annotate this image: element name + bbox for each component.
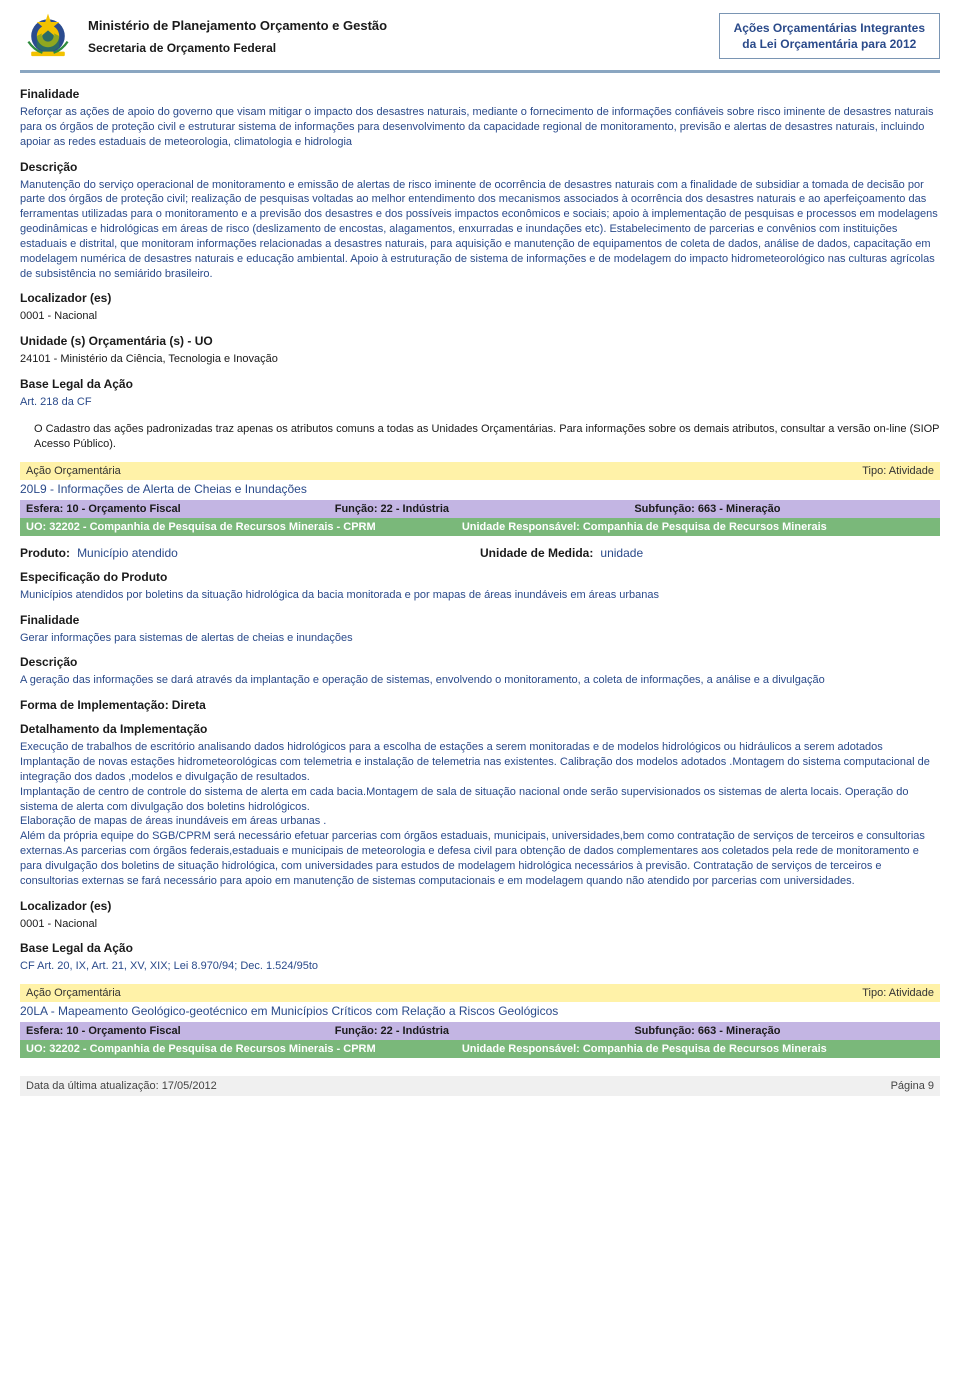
cadastro-note: O Cadastro das ações padronizadas traz a… [34,422,940,452]
forma-label: Forma de Implementação: [20,698,169,712]
detalhamento-text: Execução de trabalhos de escritório anal… [20,740,940,888]
esfera-3: Esfera: 10 - Orçamento Fiscal [26,1025,335,1037]
base-legal2-heading: Base Legal da Ação [20,941,940,955]
page-header: Ministério de Planejamento Orçamento e G… [20,0,940,73]
uo-right-3: Unidade Responsável: Companhia de Pesqui… [462,1043,934,1055]
espec-produto-text: Municípios atendidos por boletins da sit… [20,588,940,603]
produto-value: Município atendido [77,546,178,560]
uo-heading: Unidade (s) Orçamentária (s) - UO [20,334,940,348]
detalhamento-heading: Detalhamento da Implementação [20,722,940,736]
produto-row: Produto: Município atendido Unidade de M… [20,546,940,560]
finalidade2-heading: Finalidade [20,613,940,627]
action-title-3: 20LA - Mapeamento Geológico-geotécnico e… [20,1004,940,1018]
esfera-funcao-bar: Esfera: 10 - Orçamento Fiscal Função: 22… [20,500,940,518]
forma-row: Forma de Implementação: Direta [20,698,940,712]
header-box-line2: da Lei Orçamentária para 2012 [734,36,925,52]
brazil-coat-of-arms-icon [20,8,76,64]
action-bar-3-right: Tipo: Atividade [862,987,934,999]
secretariat-name: Secretaria de Orçamento Federal [88,41,719,55]
subfuncao: Subfunção: 663 - Mineração [634,503,934,515]
finalidade-heading: Finalidade [20,87,940,101]
action-bar-right: Tipo: Atividade [862,465,934,477]
descricao-heading: Descrição [20,160,940,174]
uo-value: 24101 - Ministério da Ciência, Tecnologi… [20,352,940,367]
page-footer: Data da última atualização: 17/05/2012 P… [20,1076,940,1096]
header-box-line1: Ações Orçamentárias Integrantes [734,20,925,36]
uo-right: Unidade Responsável: Companhia de Pesqui… [462,521,934,533]
localizador-heading: Localizador (es) [20,291,940,305]
uo-left-3: UO: 32202 - Companhia de Pesquisa de Rec… [26,1043,462,1055]
forma-value: Direta [172,698,206,712]
ministry-name: Ministério de Planejamento Orçamento e G… [88,18,719,33]
subfuncao-3: Subfunção: 663 - Mineração [634,1025,934,1037]
esfera-funcao-bar-3: Esfera: 10 - Orçamento Fiscal Função: 22… [20,1022,940,1040]
descricao-text: Manutenção do serviço operacional de mon… [20,178,940,282]
base-legal-heading: Base Legal da Ação [20,377,940,391]
espec-produto-heading: Especificação do Produto [20,570,940,584]
localizador-value: 0001 - Nacional [20,309,940,324]
localizador2-value: 0001 - Nacional [20,917,940,932]
uo-bar-3: UO: 32202 - Companhia de Pesquisa de Rec… [20,1040,940,1058]
header-titles: Ministério de Planejamento Orçamento e G… [88,18,719,55]
descricao2-text: A geração das informações se dará atravé… [20,673,940,688]
action-title: 20L9 - Informações de Alerta de Cheias e… [20,482,940,496]
uo-bar: UO: 32202 - Companhia de Pesquisa de Rec… [20,518,940,536]
esfera: Esfera: 10 - Orçamento Fiscal [26,503,335,515]
action-bar-3-left: Ação Orçamentária [26,987,121,999]
localizador2-heading: Localizador (es) [20,899,940,913]
descricao2-heading: Descrição [20,655,940,669]
finalidade-text: Reforçar as ações de apoio do governo qu… [20,105,940,150]
base-legal2-value: CF Art. 20, IX, Art. 21, XV, XIX; Lei 8.… [20,959,940,974]
umedida-value: unidade [600,546,643,560]
footer-date: Data da última atualização: 17/05/2012 [26,1080,217,1092]
produto-label: Produto: [20,546,70,560]
umedida-label: Unidade de Medida: [480,546,593,560]
footer-page: Página 9 [891,1080,934,1092]
action-bar-left: Ação Orçamentária [26,465,121,477]
uo-left: UO: 32202 - Companhia de Pesquisa de Rec… [26,521,462,533]
action-bar-3: Ação Orçamentária Tipo: Atividade [20,984,940,1002]
finalidade2-text: Gerar informações para sistemas de alert… [20,631,940,646]
funcao: Função: 22 - Indústria [335,503,635,515]
base-legal-value: Art. 218 da CF [20,395,940,410]
funcao-3: Função: 22 - Indústria [335,1025,635,1037]
header-box: Ações Orçamentárias Integrantes da Lei O… [719,13,940,59]
action-bar: Ação Orçamentária Tipo: Atividade [20,462,940,480]
